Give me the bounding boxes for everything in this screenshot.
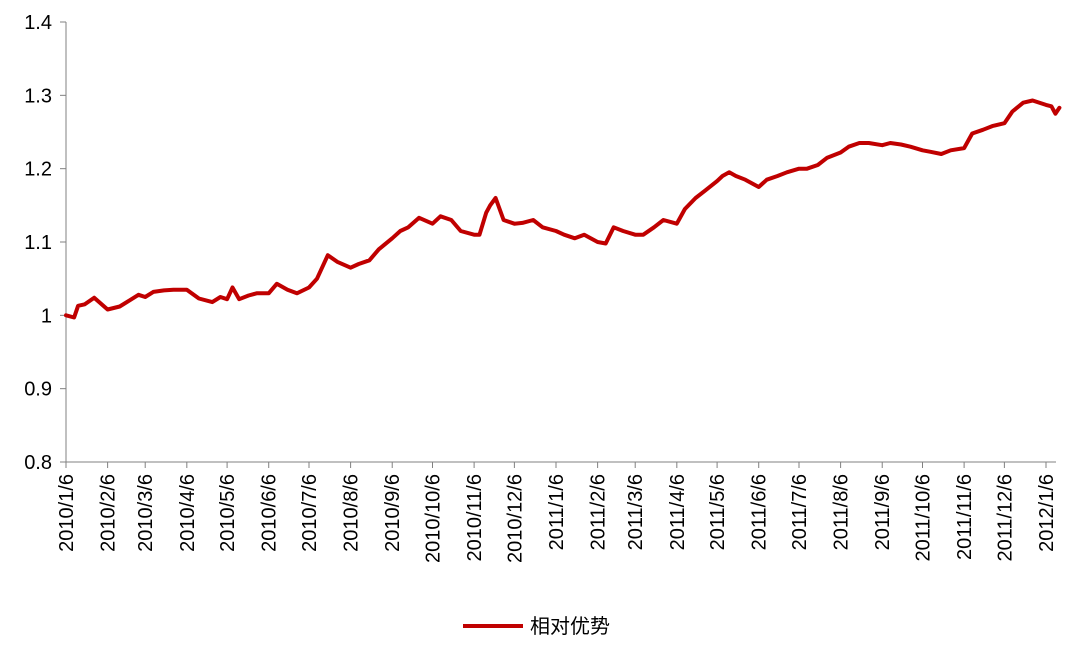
x-tick-label: 2010/1/6 [56, 474, 78, 552]
x-tick-label: 2011/2/6 [588, 474, 610, 550]
series-line-0 [64, 98, 1062, 320]
legend-label: 相对优势 [530, 614, 610, 638]
x-tick-label: 2011/6/6 [749, 474, 771, 550]
x-tick-label: 2010/6/6 [259, 474, 281, 552]
y-tick-label: 1.4 [24, 12, 52, 34]
y-tick-label: 1.1 [24, 232, 52, 254]
series-layer [64, 98, 1062, 320]
x-tick-label: 2010/9/6 [382, 474, 404, 552]
x-tick-label: 2010/4/6 [177, 474, 199, 552]
x-tick-label: 2011/3/6 [625, 474, 647, 550]
x-tick-label: 2010/3/6 [135, 474, 157, 552]
x-tick-label: 2011/1/6 [546, 474, 568, 550]
x-tick-label: 2010/10/6 [422, 474, 444, 563]
y-tick-label: 1.3 [24, 85, 52, 107]
x-tick-label: 2010/7/6 [299, 474, 321, 552]
y-tick-label: 1.2 [24, 159, 52, 181]
x-tick-label: 2011/4/6 [667, 474, 689, 550]
legend: 相对优势 [463, 614, 610, 638]
x-tick-label: 2011/10/6 [912, 474, 934, 562]
x-tick-label: 2010/12/6 [504, 474, 526, 563]
x-tick-label: 2011/9/6 [872, 474, 894, 550]
y-tick-label: 0.9 [24, 379, 52, 401]
x-tick-label: 2010/11/6 [464, 474, 486, 562]
x-tick-label: 2010/5/6 [217, 474, 239, 552]
x-tick-label: 2011/12/6 [994, 474, 1016, 562]
x-tick-label: 2010/2/6 [98, 474, 120, 552]
x-axis: 2010/1/6 2010/2/6 2010/3/6 2010/4/6 2010/5/6… [56, 461, 1058, 563]
y-tick-label: 1 [41, 305, 52, 327]
x-tick-label: 2011/8/6 [831, 474, 853, 550]
x-tick-label: 2011/5/6 [707, 474, 729, 550]
x-tick-label: 2012/1/6 [1036, 474, 1058, 552]
x-tick-label: 2011/7/6 [789, 474, 811, 550]
y-axis: 0.8 0.9 1 1.1 1.2 1.3 1.4 [24, 12, 67, 474]
x-tick-label: 2010/8/6 [341, 474, 363, 552]
y-tick-label: 0.8 [24, 452, 52, 474]
x-tick-label: 2011/11/6 [954, 474, 976, 560]
